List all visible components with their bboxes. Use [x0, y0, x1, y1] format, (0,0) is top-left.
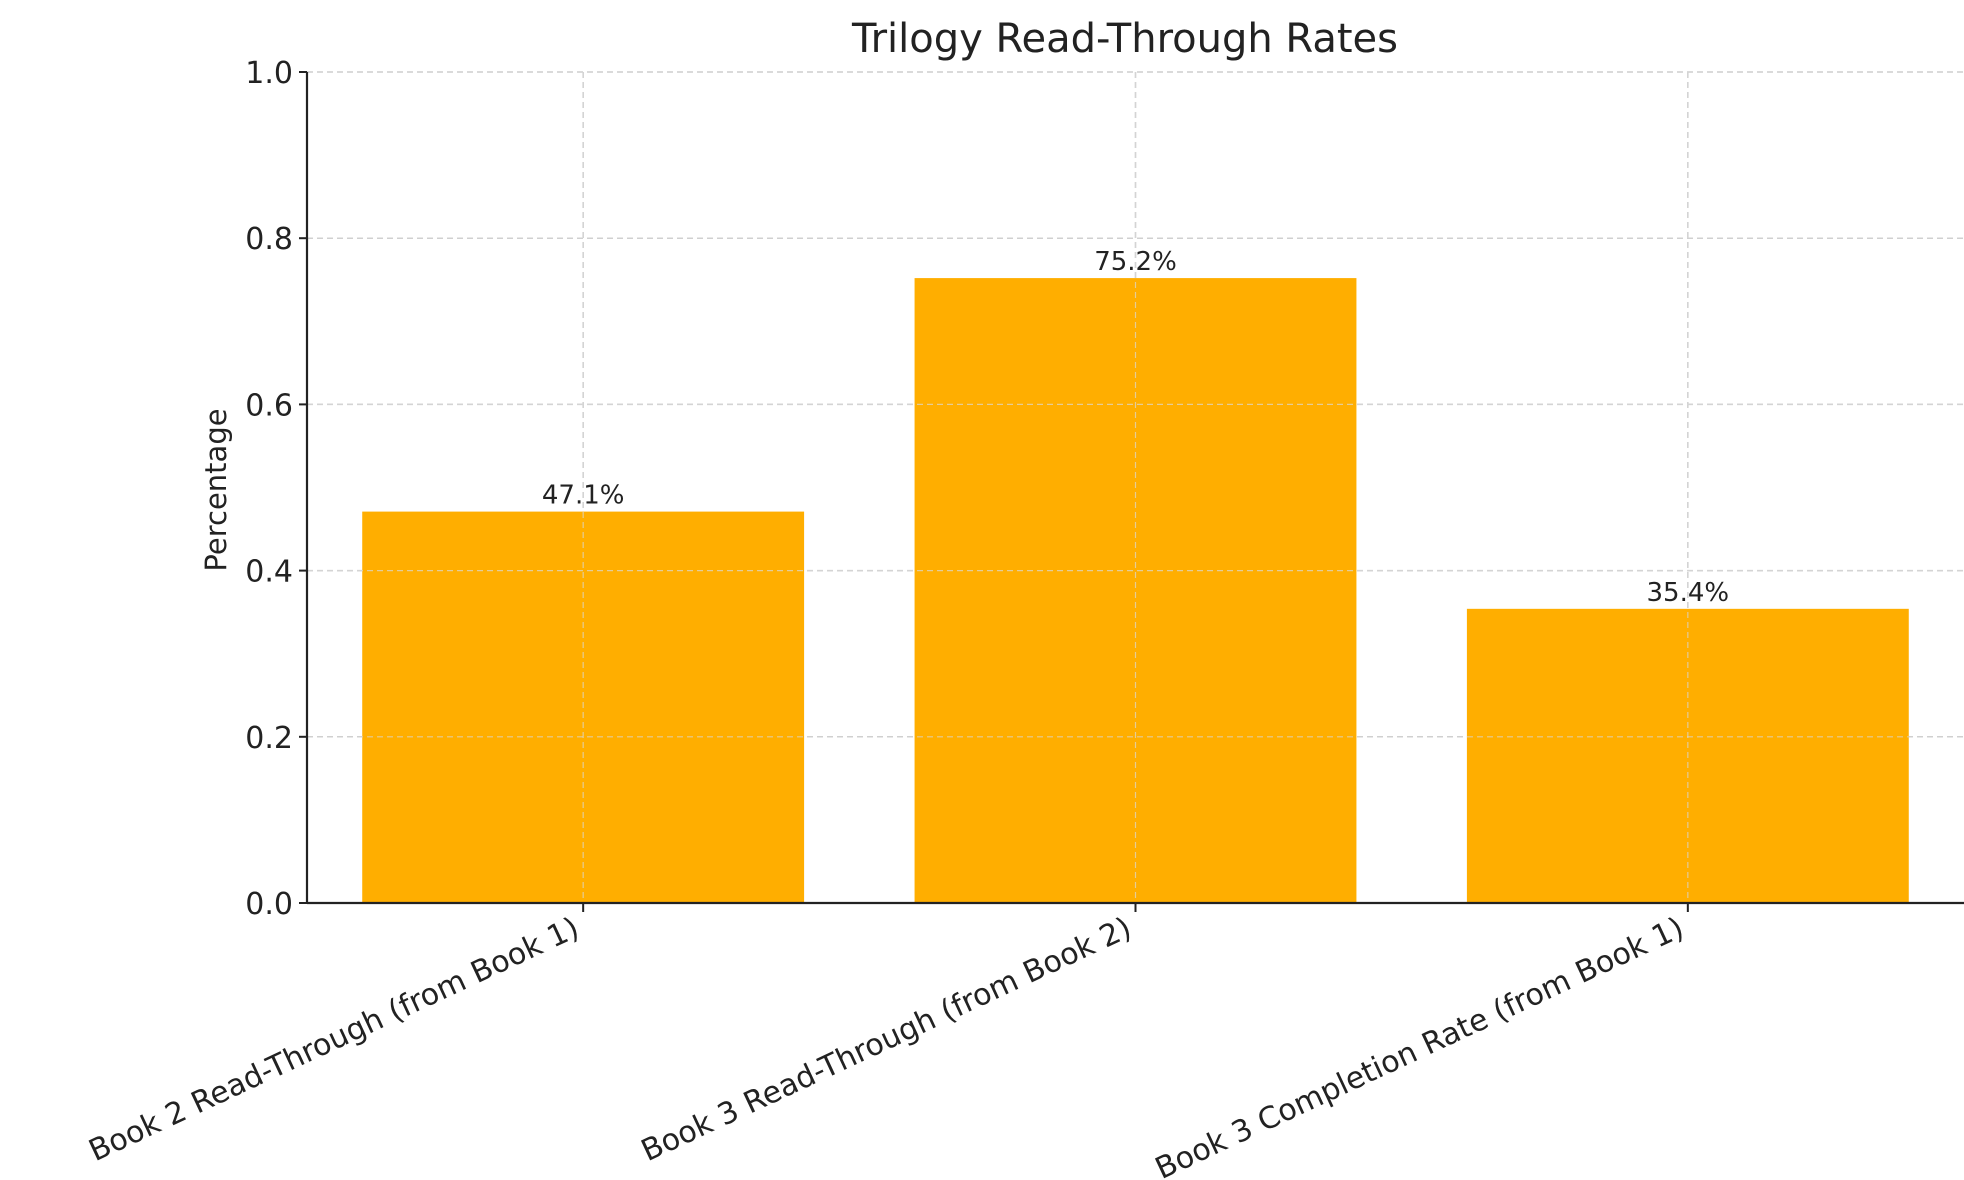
x-tick-label: Book 3 Completion Rate (from Book 1) — [1150, 911, 1689, 1180]
data-label: 75.2% — [1094, 247, 1177, 277]
bar — [914, 278, 1357, 903]
y-tick-label: 0.2 — [245, 721, 293, 756]
x-tick-label: Book 2 Read-Through (from Book 1) — [84, 911, 585, 1169]
y-tick-label: 0.4 — [245, 555, 293, 590]
chart-title: Trilogy Read-Through Rates — [851, 16, 1398, 62]
y-tick-label: 0.8 — [245, 222, 293, 257]
y-tick-label: 0.0 — [245, 887, 293, 922]
data-label: 47.1% — [542, 481, 625, 511]
y-axis-label: Percentage — [199, 408, 233, 571]
y-tick-label: 0.6 — [245, 388, 293, 423]
data-label: 35.4% — [1647, 578, 1730, 608]
y-tick-label: 1.0 — [245, 56, 293, 91]
plot-area: 0.0 0.2 0.4 0.6 0.8 1.0 47.1% 75.2% 35.4% Book 2 … — [84, 56, 1964, 1180]
x-tick-label: Book 3 Read-Through (from Book 2) — [636, 911, 1137, 1169]
